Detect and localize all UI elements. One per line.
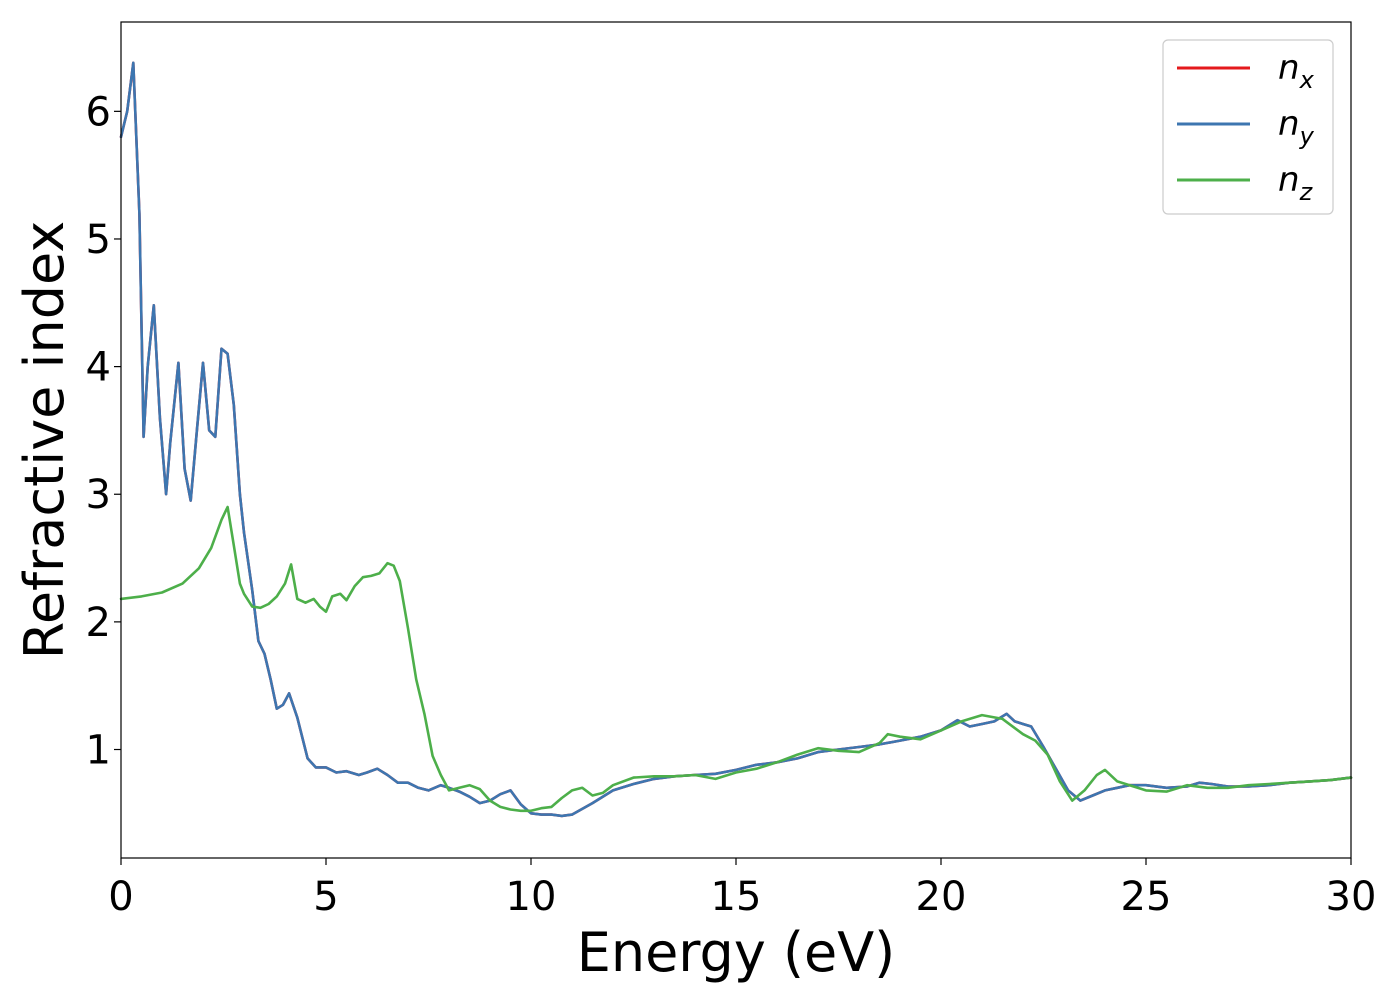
y-tick-label: 5 (86, 217, 111, 263)
legend-label-n-x: nx (1278, 48, 1315, 94)
x-tick-label: 0 (108, 874, 133, 920)
y-tick-label: 3 (86, 472, 111, 518)
legend: nx ny nz (1162, 39, 1334, 215)
x-tick-label: 20 (916, 874, 967, 920)
series-line-n-y (119, 61, 1353, 818)
x-tick-label: 10 (506, 874, 557, 920)
y-tick-label: 2 (86, 600, 111, 646)
y-tick-label: 6 (86, 89, 111, 135)
ticks-layer: 0 5 10 15 20 25 30 1 2 3 4 5 6 (86, 89, 1377, 920)
y-tick-label: 4 (86, 345, 111, 391)
series-line-n-z (119, 505, 1353, 813)
y-axis-title: Refractive index (13, 221, 76, 660)
x-tick-label: 30 (1326, 874, 1377, 920)
y-tick-label: 1 (86, 728, 111, 774)
x-tick-label: 5 (313, 874, 338, 920)
legend-label-n-z: nz (1278, 160, 1314, 206)
legend-box (1162, 39, 1334, 215)
x-tick-label: 15 (711, 874, 762, 920)
legend-label-n-y: ny (1278, 104, 1315, 150)
series-layer (119, 61, 1353, 818)
x-axis-title: Energy (eV) (577, 921, 896, 984)
x-tick-label: 25 (1121, 874, 1172, 920)
